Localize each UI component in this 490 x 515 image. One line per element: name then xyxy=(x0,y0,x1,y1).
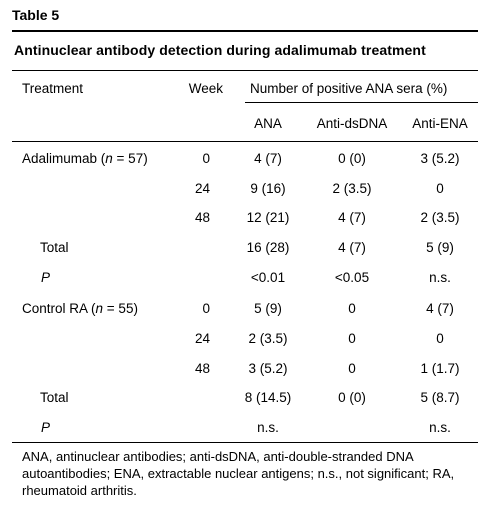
table-cell-anti-dsdna: 2 (3.5) xyxy=(332,181,372,196)
header-col-ana: ANA xyxy=(254,116,282,131)
total-cell-ana: 8 (14.5) xyxy=(244,390,292,405)
table-cell-anti-dsdna: 0 xyxy=(348,361,356,376)
total-label: Total xyxy=(40,390,69,405)
caption-rule xyxy=(12,70,478,71)
total-cell-ana: 16 (28) xyxy=(246,240,290,255)
top-rule xyxy=(12,30,478,32)
group-name-n: n xyxy=(105,151,113,166)
group-name-prefix: Control RA ( xyxy=(22,301,96,316)
header-col-anti-dsdna: Anti-dsDNA xyxy=(316,116,388,131)
table-cell-anti-dsdna: 0 xyxy=(348,331,356,346)
table-cell-ana: 9 (16) xyxy=(250,181,286,196)
header-group: Number of positive ANA sera (%) xyxy=(250,81,448,96)
table-cell-week: 0 xyxy=(202,301,210,316)
header-group-rule xyxy=(245,102,478,103)
p-cell-anti-dsdna: <0.05 xyxy=(334,270,370,285)
header-week: Week xyxy=(188,81,223,96)
table-cell-anti-ena: 0 xyxy=(436,331,444,346)
p-cell-anti-ena: n.s. xyxy=(429,270,451,285)
table-label: Table 5 xyxy=(12,7,60,23)
table-caption: Antinuclear antibody detection during ad… xyxy=(14,42,426,58)
table-cell-anti-ena: 4 (7) xyxy=(426,301,454,316)
table-cell-anti-ena: 3 (5.2) xyxy=(420,151,460,166)
header-treatment: Treatment xyxy=(22,81,84,96)
table-cell-week: 24 xyxy=(194,331,210,346)
table-cell-week: 48 xyxy=(194,361,210,376)
table-cell-anti-dsdna: 0 (0) xyxy=(338,151,366,166)
total-cell-anti-dsdna: 4 (7) xyxy=(338,240,366,255)
table-cell-anti-ena: 1 (1.7) xyxy=(420,361,460,376)
header-rule xyxy=(12,141,478,142)
total-cell-anti-dsdna: 0 (0) xyxy=(338,390,366,405)
table-cell-ana: 4 (7) xyxy=(254,151,282,166)
group-name-suffix: = 55) xyxy=(103,301,138,316)
p-cell-ana: <0.01 xyxy=(250,270,286,285)
footer-rule xyxy=(12,442,478,443)
p-label: P xyxy=(41,420,51,435)
total-cell-anti-ena: 5 (8.7) xyxy=(420,390,460,405)
total-label: Total xyxy=(40,240,69,255)
table-cell-week: 24 xyxy=(194,181,210,196)
table-cell-anti-dsdna: 0 xyxy=(348,301,356,316)
table-cell-week: 48 xyxy=(194,210,210,225)
table-cell-week: 0 xyxy=(202,151,210,166)
table-footnote: ANA, antinuclear antibodies; anti-dsDNA,… xyxy=(22,449,455,498)
group-name-suffix: = 57) xyxy=(112,151,148,166)
table-cell-anti-ena: 0 xyxy=(436,181,444,196)
group-name-n: n xyxy=(95,301,104,316)
table-cell-ana: 2 (3.5) xyxy=(248,331,288,346)
table-cell-ana: 12 (21) xyxy=(246,210,290,225)
table-cell-anti-dsdna: 4 (7) xyxy=(338,210,366,225)
table-cell-ana: 3 (5.2) xyxy=(248,361,288,376)
header-col-anti-ena: Anti-ENA xyxy=(412,116,468,131)
total-cell-anti-ena: 5 (9) xyxy=(426,240,454,255)
p-cell-ana: n.s. xyxy=(257,420,279,435)
group-name-control-ra: Control RA (n = 55) xyxy=(22,301,138,317)
p-label: P xyxy=(41,270,51,285)
table-cell-ana: 5 (9) xyxy=(254,301,282,316)
group-name-adalimumab: Adalimumab (n = 57) xyxy=(22,151,148,167)
table-cell-anti-ena: 2 (3.5) xyxy=(420,210,460,225)
p-cell-anti-ena: n.s. xyxy=(429,420,451,435)
group-name-prefix: Adalimumab ( xyxy=(22,151,106,166)
